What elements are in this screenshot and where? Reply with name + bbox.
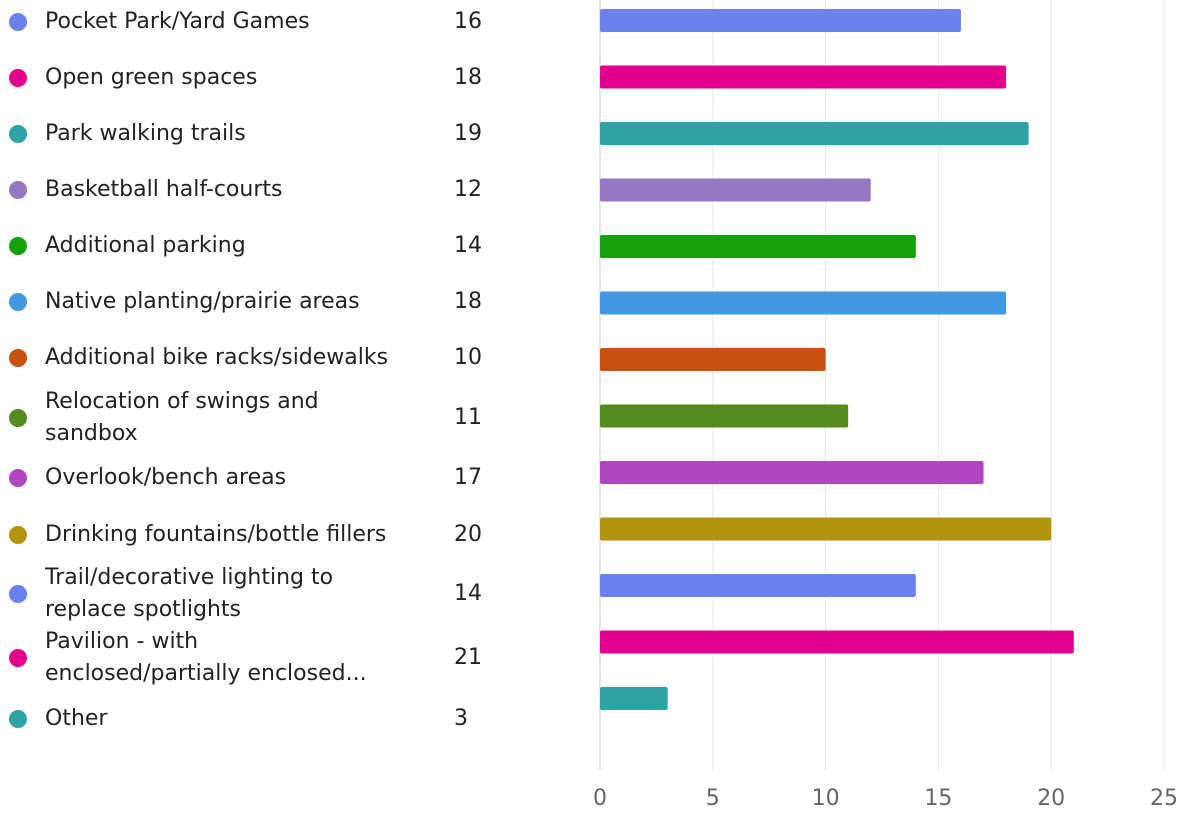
legend-dot-icon [9,13,27,31]
legend: Pocket Park/Yard Games 16 Open green space… [0,0,560,817]
legend-count: 11 [454,405,482,430]
legend-dot-icon [9,649,27,667]
x-tick-label: 0 [593,786,607,811]
bar-6[interactable] [600,291,1007,315]
legend-count: 14 [454,581,482,606]
legend-dot-icon [9,125,27,143]
legend-dot-icon [9,69,27,87]
legend-dot-icon [9,469,27,487]
legend-dot-icon [9,293,27,311]
bar-4[interactable] [600,178,871,202]
x-tick-label: 5 [706,786,720,811]
legend-label: Trail/decorative lighting to replace spo… [45,565,334,622]
legend-count: 18 [454,289,482,314]
legend-dot-icon [9,585,27,603]
bar-12[interactable] [600,630,1074,654]
legend-count: 21 [454,645,482,670]
legend-label: Additional parking [45,233,246,258]
legend-dot-icon [9,409,27,427]
x-tick-label: 15 [924,786,952,811]
legend-label: Additional bike racks/sidewalks [45,345,389,370]
x-tick-label: 25 [1150,786,1178,811]
bar-7[interactable] [600,348,826,371]
legend-count: 20 [454,522,482,547]
x-tick-label: 10 [812,786,840,811]
legend-dot-icon [9,526,27,544]
bar-9[interactable] [600,461,984,484]
legend-count: 17 [454,465,482,490]
legend-dot-icon [9,181,27,199]
legend-dot-icon [9,237,27,255]
bar-8[interactable] [600,404,849,428]
legend-count: 12 [454,177,482,202]
legend-label: Pavilion - with enclosed/partially enclo… [45,629,367,686]
bar-11[interactable] [600,574,916,597]
x-tick-label: 20 [1037,786,1065,811]
legend-label: Other [45,706,108,731]
bar-1[interactable] [600,9,961,32]
bar-2[interactable] [600,65,1007,89]
legend-count: 19 [454,121,482,146]
legend-label: Relocation of swings and sandbox [45,389,319,446]
bar-5[interactable] [600,235,916,258]
legend-dot-icon [9,349,27,367]
legend-count: 10 [454,345,482,370]
bar-13[interactable] [600,687,668,710]
legend-count: 14 [454,233,482,258]
legend-label: Open green spaces [45,65,258,90]
bar-3[interactable] [600,122,1029,145]
legend-count: 3 [454,706,468,731]
legend-label: Basketball half-courts [45,177,283,202]
legend-dot-icon [9,710,27,728]
legend-label: Native planting/prairie areas [45,289,360,314]
legend-label: Overlook/bench areas [45,465,287,490]
legend-count: 18 [454,65,482,90]
legend-label: Drinking fountains/bottle fillers [45,522,387,547]
legend-count: 16 [454,9,482,34]
bar-10[interactable] [600,517,1052,541]
legend-label: Pocket Park/Yard Games [45,9,310,34]
legend-label: Park walking trails [45,121,246,146]
